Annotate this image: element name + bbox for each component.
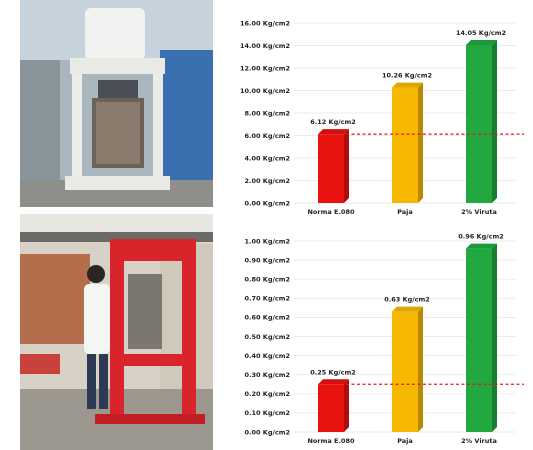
- data-labels-top: 6.12 Kg/cm2 10.26 Kg/cm2 14.05 Kg/cm2: [310, 29, 506, 126]
- bars-bottom: [318, 243, 497, 432]
- y-tick-label: 0.70 Kg/cm2: [244, 295, 290, 303]
- chart-top: 0.00 Kg/cm2 2.00 Kg/cm2 4.00 Kg/cm2 6.00 Kg…: [240, 19, 524, 216]
- category-label: Paja: [397, 437, 413, 445]
- y-axis-ticks-top: 0.00 Kg/cm2 2.00 Kg/cm2 4.00 Kg/cm2 6.00 Kg…: [240, 19, 290, 207]
- bars-top: [318, 39, 497, 203]
- bar-norma-e-080: [318, 129, 349, 203]
- bar-paja: [392, 306, 423, 432]
- y-tick-label: 0.80 Kg/cm2: [244, 276, 290, 284]
- hydraulic-press-with-technician-photo: [20, 214, 213, 450]
- y-tick-label: 0.00 Kg/cm2: [244, 428, 290, 436]
- category-labels-bottom: Norma E.080 Paja 2% Viruta: [307, 437, 496, 445]
- category-label: 2% Viruta: [461, 208, 497, 216]
- data-label: 0.96 Kg/cm2: [458, 233, 504, 241]
- hydraulic-press-illustration: [20, 214, 213, 450]
- y-tick-label: 2.00 Kg/cm2: [244, 177, 290, 185]
- category-labels-top: Norma E.080 Paja 2% Viruta: [307, 208, 496, 216]
- y-tick-label: 12.00 Kg/cm2: [240, 64, 290, 72]
- y-tick-label: 0.20 Kg/cm2: [244, 390, 290, 398]
- y-tick-label: 0.40 Kg/cm2: [244, 352, 290, 360]
- compression-test-machine-photo: [20, 0, 213, 207]
- bar-paja: [392, 82, 423, 203]
- category-label: Norma E.080: [307, 208, 354, 216]
- y-tick-label: 8.00 Kg/cm2: [244, 109, 290, 117]
- y-tick-label: 0.90 Kg/cm2: [244, 256, 290, 264]
- data-label: 0.63 Kg/cm2: [384, 296, 430, 304]
- y-tick-label: 1.00 Kg/cm2: [244, 237, 290, 245]
- chart-bottom: 0.00 Kg/cm2 0.10 Kg/cm2 0.20 Kg/cm2 0.30 Kg…: [244, 233, 524, 445]
- data-label: 14.05 Kg/cm2: [456, 29, 506, 37]
- y-tick-label: 0.30 Kg/cm2: [244, 371, 290, 379]
- y-tick-label: 10.00 Kg/cm2: [240, 87, 290, 95]
- y-axis-ticks-bottom: 0.00 Kg/cm2 0.10 Kg/cm2 0.20 Kg/cm2 0.30 Kg…: [244, 237, 290, 436]
- y-tick-label: 0.00 Kg/cm2: [244, 199, 290, 207]
- data-label: 6.12 Kg/cm2: [310, 118, 356, 126]
- y-tick-label: 0.60 Kg/cm2: [244, 314, 290, 322]
- category-label: 2% Viruta: [461, 437, 497, 445]
- y-tick-label: 16.00 Kg/cm2: [240, 19, 290, 27]
- y-tick-label: 6.00 Kg/cm2: [244, 132, 290, 140]
- category-label: Paja: [397, 208, 413, 216]
- bar-2-viruta: [466, 39, 497, 203]
- data-label: 0.25 Kg/cm2: [310, 368, 356, 376]
- y-tick-label: 0.10 Kg/cm2: [244, 409, 290, 417]
- bar-norma-e-080: [318, 379, 349, 432]
- category-label: Norma E.080: [307, 437, 354, 445]
- data-label: 10.26 Kg/cm2: [382, 72, 432, 80]
- y-tick-label: 4.00 Kg/cm2: [244, 154, 290, 162]
- y-tick-label: 0.50 Kg/cm2: [244, 333, 290, 341]
- data-labels-bottom: 0.25 Kg/cm2 0.63 Kg/cm2 0.96 Kg/cm2: [310, 233, 504, 377]
- bar-2-viruta: [466, 243, 497, 432]
- compression-test-machine-illustration: [20, 0, 213, 207]
- y-tick-label: 14.00 Kg/cm2: [240, 42, 290, 50]
